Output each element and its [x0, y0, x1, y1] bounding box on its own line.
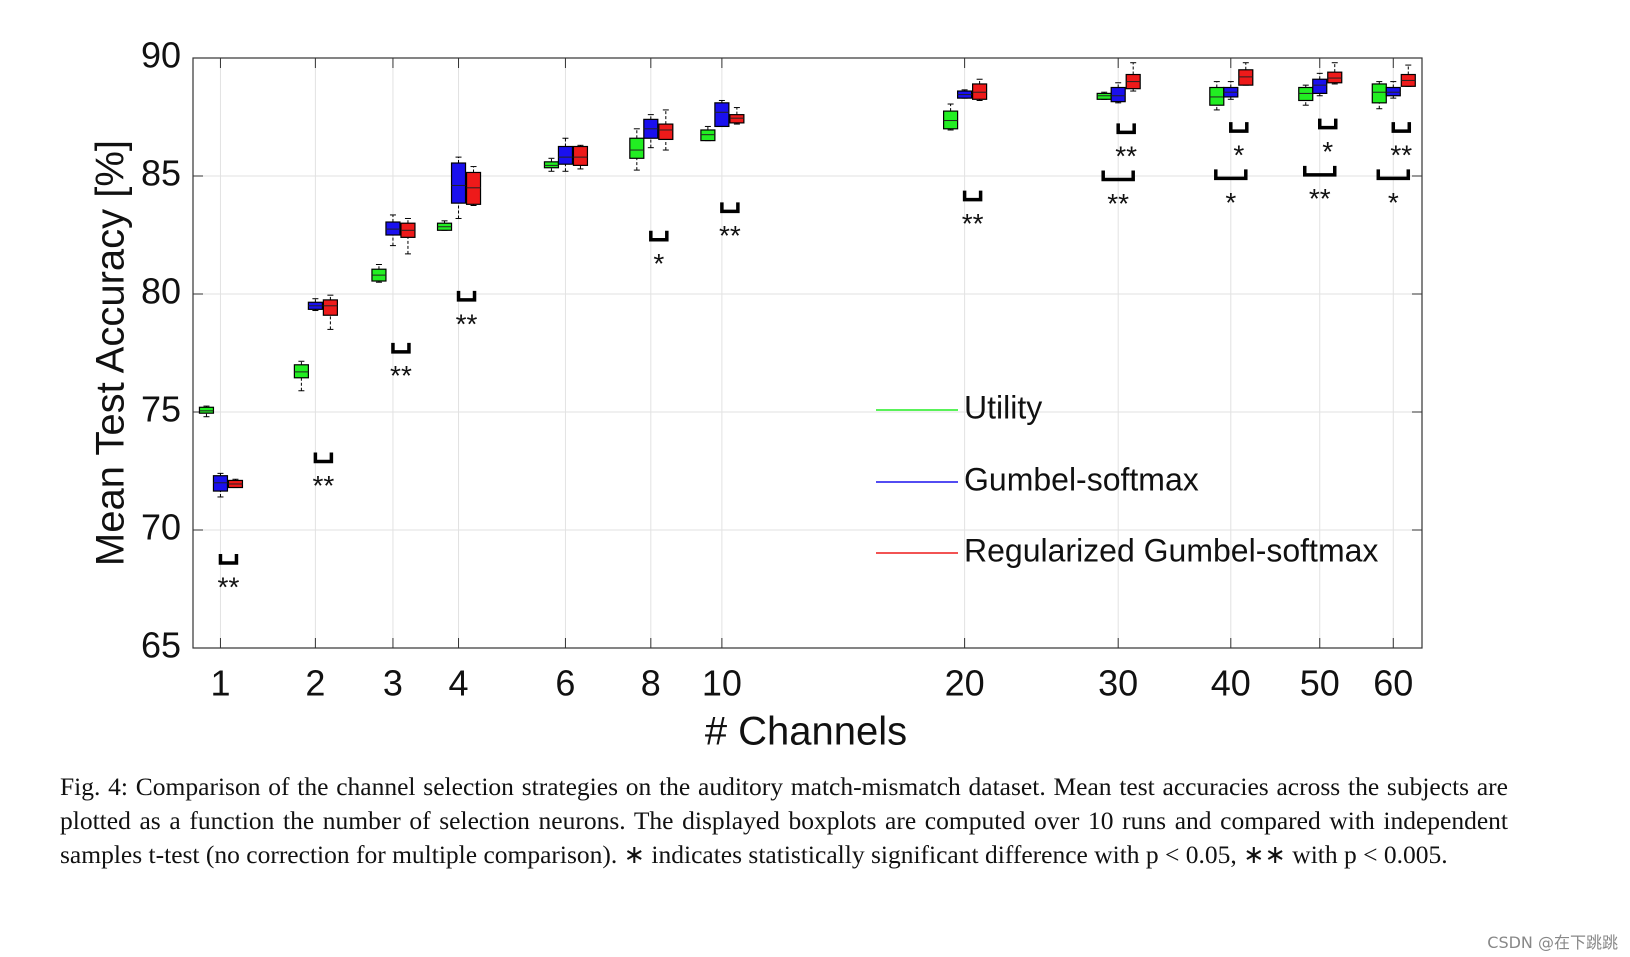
significance-bracket [1303, 165, 1337, 177]
x-tick-label: 20 [945, 663, 985, 704]
significance-label: ** [962, 208, 984, 239]
x-tick-label: 3 [383, 663, 403, 704]
box [572, 145, 589, 166]
plot-frame [192, 57, 1423, 649]
y-tick-label: 75 [141, 389, 181, 430]
significance-bracket [1376, 169, 1411, 181]
y-axis-label: Mean Test Accuracy [%] [89, 140, 133, 566]
significance-label: ** [719, 220, 741, 251]
significance-bracket [1214, 169, 1248, 181]
x-tick-label: 30 [1098, 663, 1138, 704]
significance-label: ** [456, 308, 478, 339]
significance-bracket [720, 202, 740, 214]
box [1371, 83, 1387, 104]
box [972, 83, 988, 100]
box [557, 145, 574, 165]
chart: # Channels Mean Test Accuracy [%] 65 70 75… [89, 35, 1423, 754]
legend-label: Gumbel-softmax [964, 461, 1199, 497]
box [1209, 86, 1225, 106]
x-tick-label: 40 [1211, 663, 1251, 704]
x-tick-label: 10 [702, 663, 742, 704]
significance-bracket [456, 290, 477, 302]
significance-label: * [1322, 136, 1333, 167]
x-tick-label: 60 [1373, 663, 1413, 704]
significance-bracket [649, 230, 669, 242]
box [1238, 69, 1254, 86]
x-tick-label: 50 [1300, 663, 1340, 704]
x-tick-label: 2 [305, 663, 325, 704]
box [1385, 86, 1401, 97]
box [198, 406, 215, 414]
significance-bracket [1229, 122, 1249, 133]
watermark: CSDN @在下跳跳 [1487, 933, 1618, 952]
y-tick-label: 85 [141, 153, 181, 194]
box [543, 161, 560, 169]
significance-bracket [1116, 123, 1136, 135]
box [1327, 71, 1343, 84]
x-tick-label: 1 [210, 663, 230, 704]
significance-bracket [1391, 122, 1412, 133]
box [714, 102, 730, 128]
x-tick-label: 6 [555, 663, 575, 704]
figure-caption: Fig. 4: Comparison of the channel select… [60, 772, 1508, 869]
box [450, 162, 467, 204]
y-tick-label: 70 [141, 507, 181, 548]
significance-bracket [1101, 170, 1135, 182]
y-tick-label: 80 [141, 271, 181, 312]
significance-bracket [391, 342, 411, 354]
box [293, 364, 309, 379]
significance-bracket [313, 452, 334, 464]
box [629, 137, 645, 159]
box [385, 221, 401, 236]
box [1298, 86, 1314, 102]
x-axis-label: # Channels [705, 710, 907, 754]
y-tick-label: 65 [141, 625, 181, 666]
legend-label: Utility [964, 389, 1042, 425]
significance-label: ** [1309, 183, 1331, 214]
box [465, 171, 482, 205]
significance-label: ** [312, 470, 334, 501]
box [1312, 78, 1328, 94]
significance-label: ** [218, 571, 240, 602]
significance-bracket [1318, 118, 1338, 130]
box [322, 299, 338, 316]
x-tick-label: 4 [449, 663, 469, 704]
significance-label: ** [390, 360, 412, 391]
box [658, 123, 674, 141]
significance-label: * [1233, 140, 1244, 171]
box [212, 475, 229, 492]
legend-label: Regularized Gumbel-softmax [964, 532, 1378, 568]
significance-label: * [1225, 187, 1236, 218]
box [700, 129, 716, 142]
box [943, 110, 959, 130]
significance-label: * [653, 248, 664, 279]
significance-label: ** [1115, 141, 1137, 172]
significance-bracket [218, 554, 239, 565]
x-tick-label: 8 [641, 663, 661, 704]
significance-label: ** [1390, 140, 1412, 171]
y-tick-label: 90 [141, 35, 181, 76]
significance-label: * [1388, 187, 1399, 218]
significance-bracket [962, 190, 983, 202]
box [1110, 86, 1126, 103]
box [729, 114, 745, 124]
box [1096, 92, 1112, 100]
significance-label: ** [1107, 188, 1129, 219]
